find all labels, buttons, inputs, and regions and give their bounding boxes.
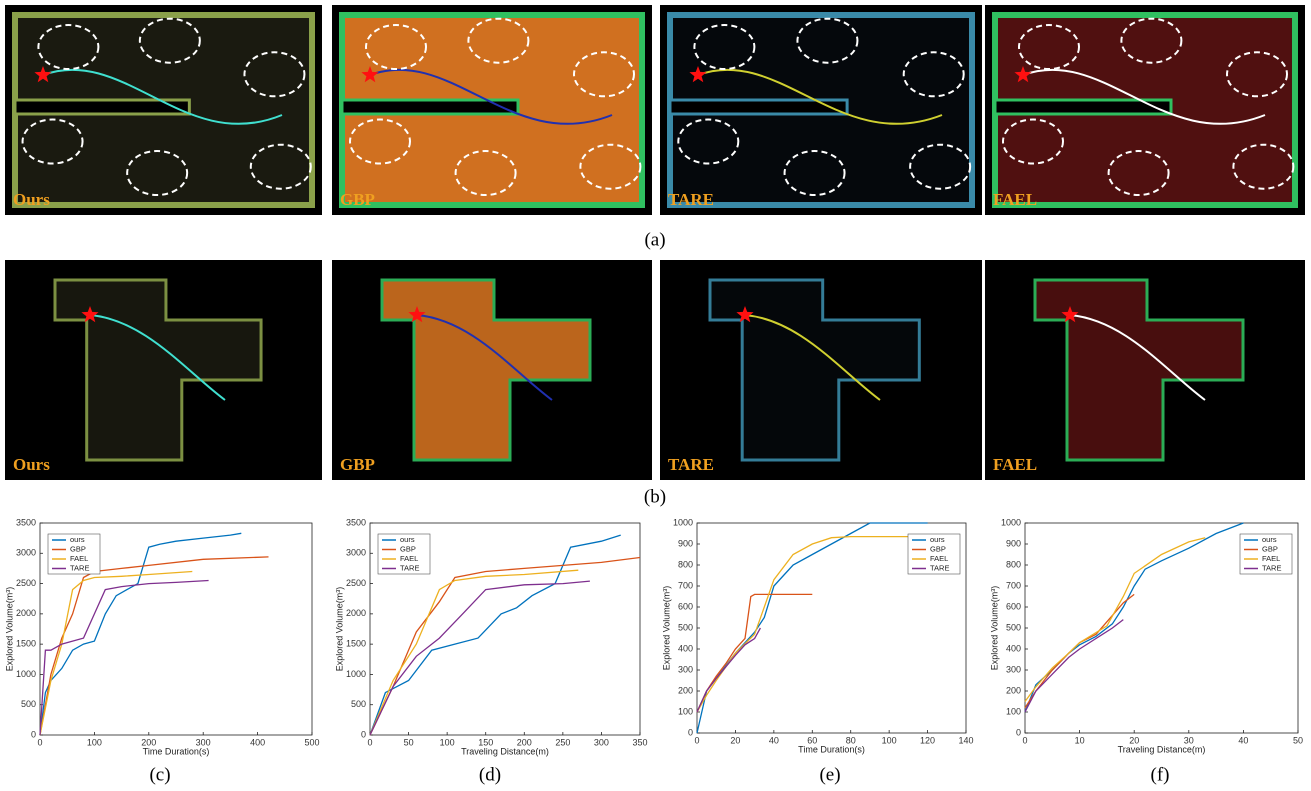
legend-label: ours: [1262, 535, 1277, 544]
y-tick-label: 500: [678, 622, 693, 632]
y-tick-label: 200: [678, 685, 693, 695]
caption: (c): [149, 764, 170, 785]
x-tick-label: 140: [958, 735, 973, 745]
y-tick-label: 1000: [346, 669, 366, 679]
legend-label: FAEL: [400, 554, 418, 563]
method-label: GBP: [340, 190, 375, 209]
y-tick-label: 100: [678, 706, 693, 716]
y-tick-label: 3000: [16, 548, 36, 558]
y-tick-label: 0: [31, 729, 36, 739]
caption: (b): [644, 486, 666, 507]
x-tick-label: 0: [367, 737, 372, 747]
y-axis-label: Explored Volume(m³): [4, 587, 14, 672]
x-axis-label: Traveling Distance(m): [1118, 744, 1206, 754]
x-tick-label: 500: [304, 737, 319, 747]
caption: (e): [819, 764, 840, 785]
y-tick-label: 400: [678, 643, 693, 653]
y-tick-label: 600: [678, 601, 693, 611]
y-tick-label: 1500: [346, 639, 366, 649]
y-tick-label: 700: [678, 580, 693, 590]
x-axis-label: Traveling Distance(m): [461, 746, 549, 756]
y-tick-label: 3500: [16, 517, 36, 527]
y-axis-label: Explored Volume(m³): [661, 586, 671, 671]
y-tick-label: 2500: [346, 578, 366, 588]
y-tick-label: 3000: [346, 548, 366, 558]
legend-label: GBP: [400, 544, 416, 553]
x-tick-label: 0: [37, 737, 42, 747]
x-axis-label: Time Duration(s): [798, 744, 865, 754]
legend-label: GBP: [1262, 544, 1278, 553]
legend-label: FAEL: [930, 554, 948, 563]
x-tick-label: 40: [769, 735, 779, 745]
x-tick-label: 40: [1238, 735, 1248, 745]
x-tick-label: 250: [555, 737, 570, 747]
y-tick-label: 0: [688, 727, 693, 737]
legend-label: GBP: [70, 544, 86, 553]
x-tick-label: 400: [250, 737, 265, 747]
x-tick-label: 350: [632, 737, 647, 747]
legend-label: TARE: [930, 563, 949, 572]
legend-label: ours: [400, 535, 415, 544]
y-tick-label: 0: [1016, 727, 1021, 737]
legend-label: TARE: [1262, 563, 1281, 572]
x-tick-label: 50: [404, 737, 414, 747]
method-label: TARE: [668, 190, 714, 209]
legend-label: ours: [70, 535, 85, 544]
y-tick-label: 1000: [16, 669, 36, 679]
y-axis-label: Explored Volume(m³): [989, 586, 999, 671]
x-tick-label: 50: [1293, 735, 1303, 745]
method-label: GBP: [340, 455, 375, 474]
y-tick-label: 600: [1006, 601, 1021, 611]
y-tick-label: 900: [1006, 538, 1021, 548]
y-axis-label: Explored Volume(m³): [334, 587, 344, 672]
x-tick-label: 100: [882, 735, 897, 745]
y-tick-label: 0: [361, 729, 366, 739]
method-label: FAEL: [993, 455, 1037, 474]
y-tick-label: 2000: [16, 608, 36, 618]
x-tick-label: 20: [730, 735, 740, 745]
legend-label: GBP: [930, 544, 946, 553]
y-tick-label: 500: [21, 699, 36, 709]
y-tick-label: 400: [1006, 643, 1021, 653]
y-tick-label: 500: [351, 699, 366, 709]
x-tick-label: 0: [1022, 735, 1027, 745]
y-tick-label: 1500: [16, 639, 36, 649]
y-tick-label: 700: [1006, 580, 1021, 590]
figure: (a) (b) OursGBPTAREFAELOursGBPTAREFAEL01…: [0, 0, 1311, 791]
y-tick-label: 200: [1006, 685, 1021, 695]
y-tick-label: 100: [1006, 706, 1021, 716]
y-tick-label: 3500: [346, 517, 366, 527]
x-tick-label: 300: [594, 737, 609, 747]
y-tick-label: 800: [678, 559, 693, 569]
method-label: FAEL: [993, 190, 1037, 209]
legend-label: TARE: [70, 563, 89, 572]
x-tick-label: 120: [920, 735, 935, 745]
y-tick-label: 2500: [16, 578, 36, 588]
caption: (d): [479, 764, 501, 785]
legend-label: TARE: [400, 563, 419, 572]
x-tick-label: 10: [1075, 735, 1085, 745]
x-tick-label: 100: [440, 737, 455, 747]
y-tick-label: 2000: [346, 608, 366, 618]
x-axis-label: Time Duration(s): [143, 746, 210, 756]
legend-label: ours: [930, 535, 945, 544]
y-tick-label: 900: [678, 538, 693, 548]
x-tick-label: 0: [694, 735, 699, 745]
y-tick-label: 500: [1006, 622, 1021, 632]
caption: (a): [644, 229, 665, 250]
legend-label: FAEL: [1262, 554, 1280, 563]
method-label: TARE: [668, 455, 714, 474]
y-tick-label: 800: [1006, 559, 1021, 569]
method-label: Ours: [13, 190, 50, 209]
y-tick-label: 1000: [1001, 517, 1021, 527]
method-label: Ours: [13, 455, 50, 474]
x-tick-label: 100: [87, 737, 102, 747]
y-tick-label: 300: [678, 664, 693, 674]
y-tick-label: 1000: [673, 517, 693, 527]
caption: (f): [1151, 764, 1170, 785]
legend-label: FAEL: [70, 554, 88, 563]
y-tick-label: 300: [1006, 664, 1021, 674]
